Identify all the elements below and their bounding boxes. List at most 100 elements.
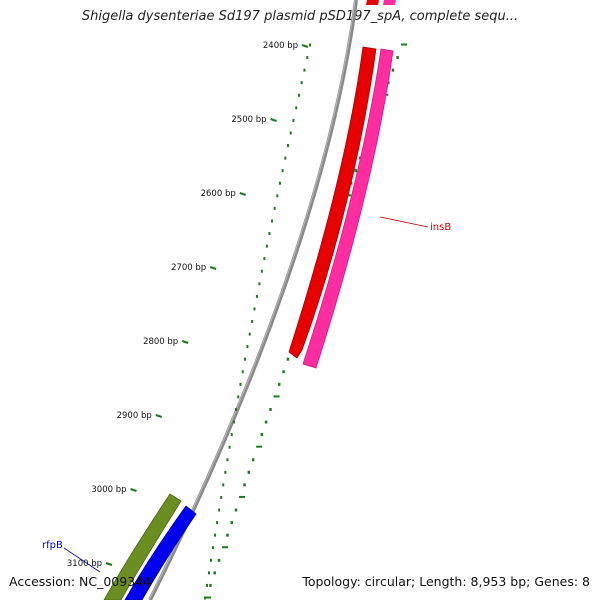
- inner-tick-dot: [263, 257, 266, 261]
- outer-tick-dot: [213, 571, 216, 575]
- major-tick-label: 2400 bp: [263, 41, 298, 51]
- inner-tick-dot: [228, 445, 231, 449]
- outer-tick-dot: [230, 521, 233, 525]
- gene-insB[interactable]: insB: [288, 0, 451, 369]
- insB-leader-line: [379, 216, 429, 228]
- inner-tick-dot: [239, 382, 242, 386]
- outer-tick-dot: [243, 483, 246, 487]
- inner-tick-dot: [246, 345, 249, 349]
- topology-summary: Topology: circular; Length: 8,953 bp; Ge…: [302, 574, 590, 589]
- outer-tick-dot: [247, 470, 251, 474]
- inner-tick-dot: [224, 470, 227, 474]
- outer-tick-major: [239, 495, 246, 498]
- inner-tick-dot: [226, 458, 229, 462]
- inner-tick-dot: [268, 232, 271, 236]
- inner-tick-dot: [295, 106, 298, 110]
- inner-tick-dot: [286, 144, 289, 148]
- inner-tick-dot: [281, 169, 284, 173]
- inner-tick-dot: [237, 395, 240, 399]
- major-tick-label: 3000 bp: [91, 485, 126, 495]
- inner-tick-dot: [265, 244, 268, 248]
- major-tick-label: 2700 bp: [171, 263, 206, 273]
- inner-tick-dot: [309, 43, 311, 47]
- outer-tick-major: [273, 395, 280, 398]
- major-tick-mark: [301, 43, 309, 49]
- inner-tick-dot: [241, 370, 244, 374]
- outer-tick-major: [401, 43, 407, 46]
- inner-tick-dot: [222, 483, 225, 487]
- major-tick-mark: [270, 117, 277, 123]
- inner-tick-dot: [255, 294, 258, 298]
- major-tick-label: 2600 bp: [201, 189, 236, 199]
- outer-tick-dot: [226, 533, 229, 537]
- inner-tick-dot: [284, 156, 287, 160]
- rfpB-leader-line: [63, 547, 101, 573]
- inner-tick-dot: [276, 194, 279, 198]
- inner-tick-dot: [297, 93, 300, 97]
- inner-tick-dot: [214, 533, 217, 537]
- map-title: Shigella dysenteriae Sd197 plasmid pSD19…: [81, 9, 519, 24]
- rfpB-arrow-blue[interactable]: [124, 505, 197, 600]
- outer-tick-dot: [269, 407, 272, 411]
- major-tick-mark: [239, 191, 247, 197]
- inner-minor-ticks: [204, 43, 311, 600]
- inner-tick-dot: [248, 332, 251, 336]
- outer-tick-dot: [354, 169, 357, 173]
- insB-arrow-top-dark[interactable]: [366, 0, 379, 5]
- inner-tick-dot: [216, 521, 219, 525]
- major-ticks: 2400 bp 2500 bp 2600 bp 2700 bp 2800 bp 2900 …: [67, 41, 309, 569]
- inner-tick-dot: [289, 131, 292, 135]
- major-tick-mark: [130, 487, 137, 493]
- outer-tick-dot: [264, 420, 268, 424]
- major-tick-label: 2900 bp: [117, 411, 152, 421]
- inner-tick-dot: [273, 206, 276, 210]
- outer-tick-dot: [260, 433, 264, 437]
- outer-tick-major: [205, 596, 211, 599]
- inner-tick-dot: [300, 81, 303, 85]
- insB-arrow-light[interactable]: [302, 48, 394, 369]
- inner-tick-dot: [206, 583, 209, 587]
- major-tick-mark: [209, 265, 217, 271]
- insB-label[interactable]: insB: [430, 222, 451, 233]
- inner-tick-dot: [258, 282, 261, 286]
- major-tick-label: 2500 bp: [231, 115, 266, 125]
- inner-tick-dot: [232, 420, 235, 424]
- major-tick-mark: [181, 339, 189, 345]
- inner-tick-dot: [271, 219, 274, 223]
- inner-tick-dot: [253, 307, 256, 311]
- outer-tick-major: [256, 445, 263, 448]
- outer-tick-dot: [217, 558, 221, 562]
- gene-rfpB[interactable]: rfpB: [42, 493, 197, 600]
- inner-tick-dot: [212, 546, 215, 550]
- rfpB-arrow-olive[interactable]: [103, 493, 182, 600]
- inner-tick-dot: [218, 508, 221, 512]
- inner-tick-dot: [244, 357, 247, 361]
- outer-tick-dot: [391, 68, 395, 72]
- outer-tick-dot: [209, 583, 212, 587]
- inner-tick-dot: [208, 571, 211, 575]
- inner-tick-dot: [210, 558, 213, 562]
- inner-tick-dot: [292, 118, 295, 122]
- outer-tick-dot: [251, 458, 255, 462]
- major-tick-mark: [155, 413, 163, 419]
- outer-tick-major: [221, 546, 228, 549]
- rfpB-label[interactable]: rfpB: [42, 540, 63, 551]
- accession-text: Accession: NC_009344: [9, 574, 152, 589]
- outer-tick-dot: [396, 56, 399, 60]
- inner-tick-dot: [278, 181, 281, 185]
- insB-arrow-dark[interactable]: [288, 46, 377, 359]
- major-tick-label: 2800 bp: [143, 337, 178, 347]
- inner-tick-dot: [260, 269, 263, 273]
- inner-tick-dot: [235, 407, 238, 411]
- inner-tick-dot: [251, 320, 254, 323]
- inner-tick-dot: [220, 495, 223, 499]
- outer-tick-dot: [234, 508, 238, 512]
- outer-tick-dot: [282, 370, 285, 374]
- major-tick-label: 3100 bp: [67, 559, 102, 569]
- major-tick-mark: [105, 561, 113, 567]
- insB-arrow-top-light[interactable]: [383, 0, 396, 5]
- outer-tick-dot: [286, 357, 290, 361]
- inner-tick-dot: [230, 433, 233, 437]
- inner-tick-dot: [306, 56, 309, 60]
